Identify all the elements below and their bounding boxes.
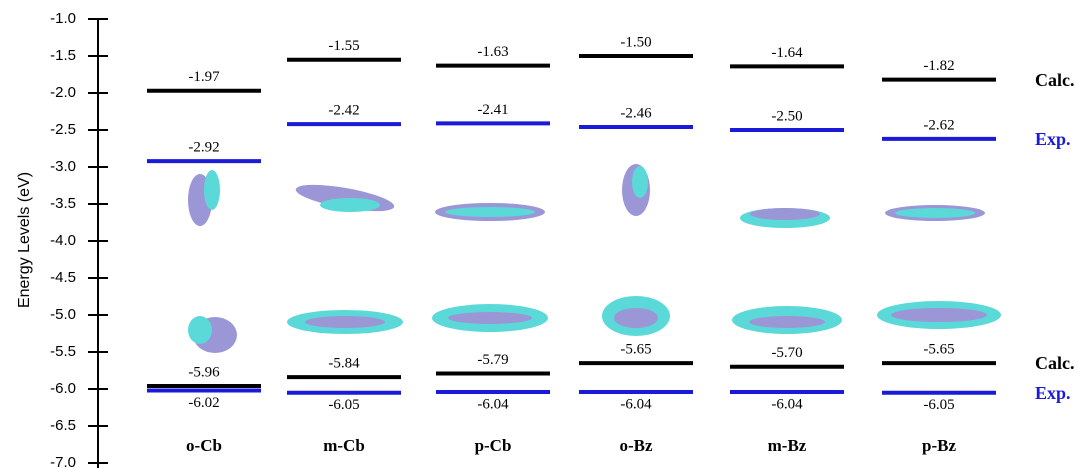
value-label: -6.04 — [477, 396, 509, 412]
y-tick-label: -5.5 — [50, 343, 76, 360]
y-tick-label: -6.5 — [50, 417, 76, 434]
y-tick-label: -1.0 — [50, 10, 76, 27]
y-tick-label: -5.0 — [50, 306, 76, 323]
value-label: -2.42 — [328, 103, 359, 119]
value-label: -6.02 — [188, 395, 219, 411]
y-axis-title: Energy Levels (eV) — [16, 172, 33, 308]
value-label: -1.50 — [620, 34, 651, 50]
legend-label: Calc. — [1035, 70, 1075, 90]
legend-label: Calc. — [1035, 353, 1075, 373]
y-tick-label: -1.5 — [50, 47, 76, 64]
y-tick-label: -3.0 — [50, 158, 76, 175]
category-label: p-Cb — [475, 436, 512, 455]
legend-label: Exp. — [1035, 129, 1071, 149]
value-label: -5.65 — [923, 342, 954, 358]
value-label: -6.05 — [923, 397, 954, 413]
value-label: -5.96 — [188, 364, 220, 380]
value-label: -5.84 — [328, 356, 360, 372]
category-label: o-Cb — [186, 436, 222, 455]
y-tick-label: -6.0 — [50, 380, 76, 397]
value-label: -1.63 — [477, 44, 508, 60]
value-label: -2.41 — [477, 102, 508, 118]
value-label: -5.79 — [477, 352, 508, 368]
value-label: -1.82 — [923, 58, 954, 74]
y-tick-label: -4.5 — [50, 269, 76, 286]
value-label: -6.04 — [771, 396, 803, 412]
y-tick-label: -2.0 — [50, 84, 76, 101]
value-label: -2.62 — [923, 117, 954, 133]
category-label: o-Bz — [619, 436, 653, 455]
y-tick-label: -7.0 — [50, 454, 76, 468]
y-tick-label: -4.0 — [50, 232, 76, 249]
value-label: -1.64 — [771, 45, 803, 61]
value-label: -6.05 — [328, 397, 359, 413]
category-label: p-Bz — [922, 436, 956, 455]
value-label: -6.04 — [620, 396, 652, 412]
value-label: -2.50 — [771, 108, 802, 124]
value-label: -5.65 — [620, 342, 651, 358]
value-label: -2.92 — [188, 140, 219, 156]
category-label: m-Bz — [768, 436, 807, 455]
category-label: m-Cb — [323, 436, 365, 455]
orbital-images — [188, 164, 1001, 353]
y-tick-label: -3.5 — [50, 195, 76, 212]
y-tick-label: -2.5 — [50, 121, 76, 138]
value-label: -1.55 — [328, 38, 359, 54]
chart: Energy Levels (eV) -1.0 -1.5 -2.0 -2.5 -3.0 -… — [0, 0, 1078, 468]
value-label: -2.46 — [620, 105, 652, 121]
value-label: -1.97 — [188, 69, 220, 85]
legend-label: Exp. — [1035, 383, 1071, 403]
value-label: -5.70 — [771, 345, 802, 361]
